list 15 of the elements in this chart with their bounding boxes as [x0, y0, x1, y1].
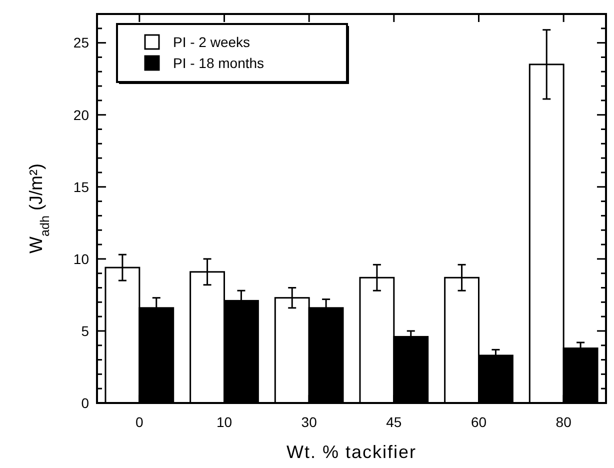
- legend-label: PI - 2 weeks: [173, 34, 250, 50]
- x-tick-label: 60: [470, 414, 487, 430]
- legend-label: PI - 18 months: [173, 54, 264, 71]
- x-axis-title: Wt. % tackifier: [286, 442, 417, 462]
- y-tick-label: 20: [73, 106, 90, 123]
- x-tick-label: 0: [136, 414, 144, 430]
- x-tick-label: 10: [216, 414, 232, 430]
- y-tick-label: 15: [73, 178, 90, 195]
- y-tick-label: 5: [81, 322, 90, 339]
- y-tick-label: 0: [81, 394, 90, 411]
- x-tick-label: 45: [386, 414, 402, 430]
- x-tick-label: 80: [556, 414, 572, 430]
- x-tick-label: 30: [301, 414, 318, 430]
- y-tick-label: 25: [73, 34, 90, 51]
- y-tick-label: 10: [73, 250, 90, 267]
